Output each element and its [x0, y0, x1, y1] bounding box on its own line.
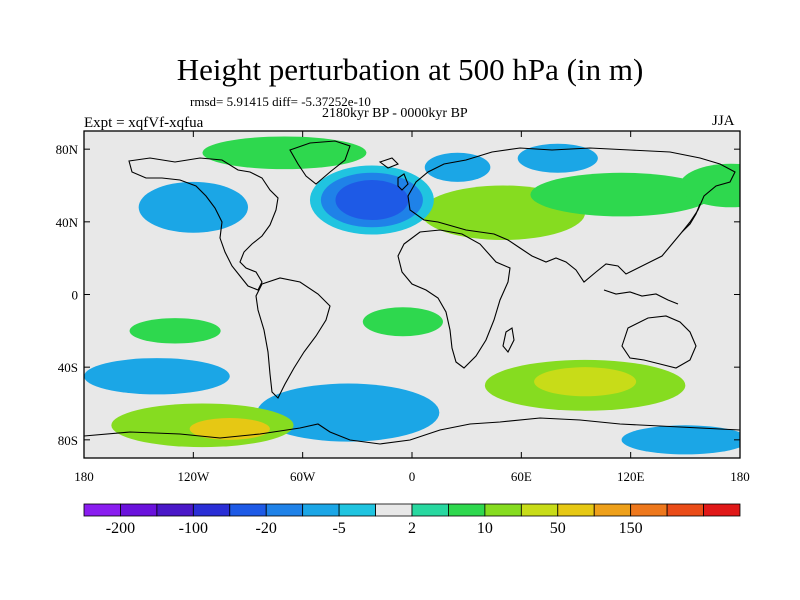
y-tick-label: 40S: [58, 360, 78, 375]
colorbar-box: [120, 503, 158, 517]
madagascar-coast: [502, 327, 515, 353]
y-tick-label: 40N: [56, 215, 79, 230]
x-tick-label: 120W: [177, 469, 210, 484]
field-region-siberia-high: [530, 172, 713, 217]
field-region-south-pacific-low: [84, 358, 230, 395]
colorbar-box: [302, 503, 340, 517]
x-tick-label: 60W: [290, 469, 316, 484]
x-tick-label: 60E: [511, 469, 532, 484]
colorbar-label: 10: [477, 520, 493, 537]
colorbar-label: 50: [550, 520, 566, 537]
colorbar-box: [338, 503, 376, 517]
y-tick-label: 80N: [56, 142, 79, 157]
australia-coast: [621, 315, 697, 369]
colorbar: -200 -100 -20 -5 2 10 50 150: [83, 503, 741, 537]
y-tick-label: 0: [72, 288, 79, 303]
field-region-south-pacific-high-core: [189, 418, 270, 440]
colorbar-label: -100: [179, 520, 208, 537]
period-text: 2180kyr BP - 0000kyr BP: [322, 106, 468, 121]
map-title: Height perturbation at 500 hPa (in m): [176, 52, 644, 87]
colorbar-box: [520, 503, 559, 517]
field-region-southern-indian-high-core: [534, 367, 637, 397]
x-tick-label: 120E: [617, 469, 645, 484]
colorbar-box: [411, 503, 449, 517]
colorbar-box: [666, 503, 704, 517]
uk-coast: [397, 173, 409, 191]
colorbar-box: [83, 503, 121, 517]
colorbar-label: -20: [256, 520, 277, 537]
colorbar-label: 2: [408, 520, 416, 537]
south-america-coast: [255, 277, 331, 399]
latitude-axis: 80N 40N 0 40S 80S: [56, 142, 740, 448]
colorbar-box: [229, 503, 267, 517]
stats-text: rmsd= 5.91415 diff= -5.37252e-10: [190, 94, 371, 109]
iceland-coast: [378, 157, 399, 169]
field-region-arctic-canada: [202, 136, 367, 170]
colorbar-label: 150: [619, 520, 643, 537]
colorbar-box: [375, 503, 413, 517]
colorbar-label: -200: [106, 520, 135, 537]
europe-asia-coast: [407, 147, 736, 283]
colorbar-box: [593, 503, 632, 517]
colorbar-box: [192, 503, 231, 517]
x-tick-label: 0: [409, 469, 416, 484]
x-tick-label: 180: [74, 469, 94, 484]
north-america-coast: [128, 157, 279, 291]
indonesia-coast: [603, 289, 679, 305]
field-region-southern-ocean-low: [621, 425, 740, 455]
colorbar-box: [630, 503, 668, 517]
x-tick-label: 180: [730, 469, 750, 484]
season-text: JJA: [712, 113, 735, 129]
colorbar-label: -5: [332, 520, 345, 537]
antarctica-coast: [84, 417, 740, 445]
colorbar-box: [484, 503, 522, 517]
colorbar-box: [703, 503, 741, 517]
colorbar-box: [265, 503, 304, 517]
experiment-text: Expt = xqfVf-xqfua: [84, 115, 204, 131]
colorbar-box: [156, 503, 194, 517]
y-tick-label: 80S: [58, 433, 78, 448]
field-region-europe-low: [424, 152, 491, 182]
japan-coast: [681, 203, 701, 233]
greenland-coast: [289, 140, 351, 185]
field-region-tropical-atlantic-green: [362, 307, 443, 337]
africa-coast: [397, 229, 511, 369]
longitude-axis: 180 120W 60W 0 60E 120E 180: [74, 131, 750, 484]
field-region-north-pacific-high: [679, 163, 740, 208]
colorbar-box: [557, 503, 595, 517]
colorbar-box: [448, 503, 486, 517]
field-region-east-siberia-low: [517, 143, 598, 173]
field-region-north-atlantic-low: [335, 180, 409, 221]
field-region-tropical-pacific-green: [129, 318, 221, 344]
coastlines: [84, 140, 740, 445]
field-region-north-pacific-low: [138, 181, 248, 233]
